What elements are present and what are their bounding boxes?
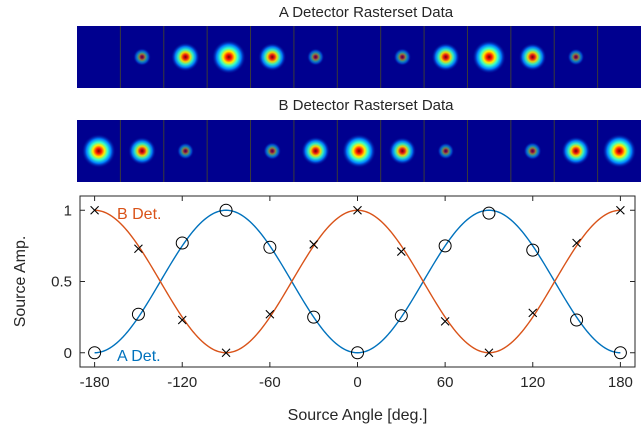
series-1-point [528, 308, 538, 318]
raster-a-spot-11 [567, 48, 585, 66]
series-1-point [221, 348, 231, 358]
series-0-point [263, 240, 277, 254]
series-1-line [94, 209, 621, 354]
raster-a-spot-8 [431, 42, 461, 72]
series-1-point [572, 238, 581, 248]
raster-b-spot-11 [561, 136, 591, 166]
series-0-point [131, 307, 145, 321]
series-1-point [90, 205, 99, 215]
x-tick-label: 120 [520, 374, 545, 391]
x-tick-label: -180 [80, 374, 110, 391]
series-0-point [570, 313, 584, 327]
series-label-b: B Det. [117, 206, 161, 223]
series-0-point [351, 346, 364, 360]
series-1-point [309, 240, 319, 249]
x-tick-label: 0 [353, 374, 361, 391]
series-0-point [613, 346, 627, 360]
series-0-point [175, 236, 189, 250]
series-0-point [394, 309, 408, 323]
raster-b-spot-0 [81, 134, 116, 168]
x-axis-label: Source Angle [deg.] [288, 407, 428, 424]
raster-b-spot-10 [523, 141, 542, 161]
raster-a-spot-5 [306, 48, 325, 66]
raster-a-strip [77, 26, 641, 88]
y-tick-label: 1 [64, 202, 72, 219]
raster-b-spot-5 [301, 136, 330, 166]
series-0-point [219, 203, 233, 217]
raster-b-spot-1 [128, 136, 157, 166]
series-1-point [396, 247, 406, 256]
raster-a-spot-7 [393, 48, 412, 66]
raster-a-spot-1 [133, 48, 152, 66]
series-1-point [265, 309, 275, 319]
series-label-a: A Det. [117, 348, 161, 365]
plot-area: -180 -120 -60 0 60 120 180 0 0.5 1 Source Angle [d… [12, 195, 636, 424]
series-0-line [94, 209, 621, 354]
y-axis-label: Source Amp. [12, 236, 29, 328]
series-1-point [440, 317, 450, 326]
series-1-point [616, 205, 625, 215]
series-1-point [134, 244, 143, 254]
raster-b-title: B Detector Rasterset Data [278, 97, 454, 114]
raster-b-spot-4 [263, 142, 282, 160]
x-tick-label: 180 [608, 374, 633, 391]
raster-b-spot-7 [388, 137, 417, 165]
series-0-point [88, 346, 102, 360]
raster-a-spot-2 [170, 42, 200, 72]
raster-a-spot-3 [211, 40, 246, 74]
series-1-point [177, 315, 187, 325]
series-0-point [438, 239, 452, 253]
x-tick-label: 60 [437, 374, 454, 391]
series-0-point [307, 310, 321, 324]
series-1-point [484, 348, 494, 358]
raster-b-strip [77, 120, 641, 182]
raster-b-spot-12 [602, 134, 637, 168]
series-1-point [353, 205, 362, 215]
raster-a-spot-9 [472, 40, 506, 74]
raster-b-spot-8 [437, 142, 455, 160]
raster-b-spot-6 [342, 134, 376, 168]
axes-box [79, 195, 636, 368]
series-0-point [482, 206, 496, 220]
series-0-point [526, 243, 540, 257]
y-tick-label: 0 [64, 345, 72, 362]
y-tick-label: 0.5 [51, 274, 72, 291]
raster-a-spot-10 [518, 43, 547, 71]
x-tick-label: -120 [167, 374, 197, 391]
x-tick-label: -60 [259, 374, 281, 391]
raster-a-background [77, 26, 641, 88]
raster-b-spot-2 [176, 142, 194, 160]
raster-a-title: A Detector Rasterset Data [279, 4, 454, 21]
raster-a-spot-4 [258, 42, 287, 72]
